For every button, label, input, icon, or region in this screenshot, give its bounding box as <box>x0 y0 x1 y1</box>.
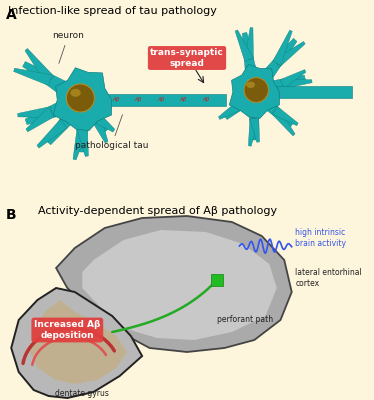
Polygon shape <box>280 70 306 88</box>
FancyArrow shape <box>277 86 352 98</box>
Polygon shape <box>91 114 108 143</box>
Polygon shape <box>82 230 277 340</box>
Text: Activity-dependent spread of Aβ pathology: Activity-dependent spread of Aβ patholog… <box>37 206 277 216</box>
Polygon shape <box>235 30 253 62</box>
Polygon shape <box>73 127 88 160</box>
Text: perforant path: perforant path <box>217 316 273 324</box>
Text: Aβ: Aβ <box>202 98 209 102</box>
Polygon shape <box>25 91 85 124</box>
Polygon shape <box>92 112 115 132</box>
Polygon shape <box>14 68 52 86</box>
Polygon shape <box>37 119 67 148</box>
Polygon shape <box>73 100 91 152</box>
Ellipse shape <box>70 89 81 97</box>
Text: trans-synaptic
spread: trans-synaptic spread <box>150 48 224 68</box>
Text: pathological tau: pathological tau <box>75 115 148 150</box>
Polygon shape <box>11 288 142 398</box>
Polygon shape <box>53 68 112 131</box>
Text: Aβ: Aβ <box>135 98 142 102</box>
Polygon shape <box>76 94 108 132</box>
Text: Aβ: Aβ <box>157 98 165 102</box>
Text: neuron: neuron <box>52 31 84 63</box>
Polygon shape <box>245 28 254 60</box>
Polygon shape <box>46 94 89 145</box>
Text: high intrinsic
brain activity: high intrinsic brain activity <box>295 228 346 248</box>
Text: Aβ: Aβ <box>180 98 187 102</box>
Polygon shape <box>274 42 305 67</box>
Polygon shape <box>250 118 260 142</box>
Polygon shape <box>18 106 52 118</box>
Polygon shape <box>218 102 241 119</box>
Polygon shape <box>272 107 295 136</box>
Polygon shape <box>242 32 262 93</box>
Polygon shape <box>56 216 292 352</box>
Text: dentate gyrus: dentate gyrus <box>55 389 109 398</box>
FancyArrow shape <box>107 94 226 106</box>
Ellipse shape <box>244 78 268 102</box>
Ellipse shape <box>246 82 255 88</box>
Polygon shape <box>249 86 293 127</box>
Polygon shape <box>282 79 312 89</box>
Polygon shape <box>23 62 87 108</box>
Polygon shape <box>30 300 127 384</box>
Text: B: B <box>6 208 16 222</box>
Polygon shape <box>252 75 306 100</box>
Polygon shape <box>26 108 54 132</box>
Polygon shape <box>229 64 279 118</box>
Polygon shape <box>248 118 259 146</box>
Text: Infection-like spread of tau pathology: Infection-like spread of tau pathology <box>8 6 217 16</box>
Polygon shape <box>249 38 297 97</box>
Polygon shape <box>247 92 262 140</box>
Text: Aβ: Aβ <box>112 98 120 102</box>
Text: Increased Aβ
deposition: Increased Aβ deposition <box>34 320 101 340</box>
Polygon shape <box>77 128 88 156</box>
Text: A: A <box>6 8 16 22</box>
Polygon shape <box>273 106 298 126</box>
Text: lateral entorhinal
cortex: lateral entorhinal cortex <box>295 268 362 288</box>
Polygon shape <box>25 48 54 84</box>
Polygon shape <box>273 30 292 65</box>
Polygon shape <box>224 86 259 120</box>
Ellipse shape <box>67 84 94 112</box>
